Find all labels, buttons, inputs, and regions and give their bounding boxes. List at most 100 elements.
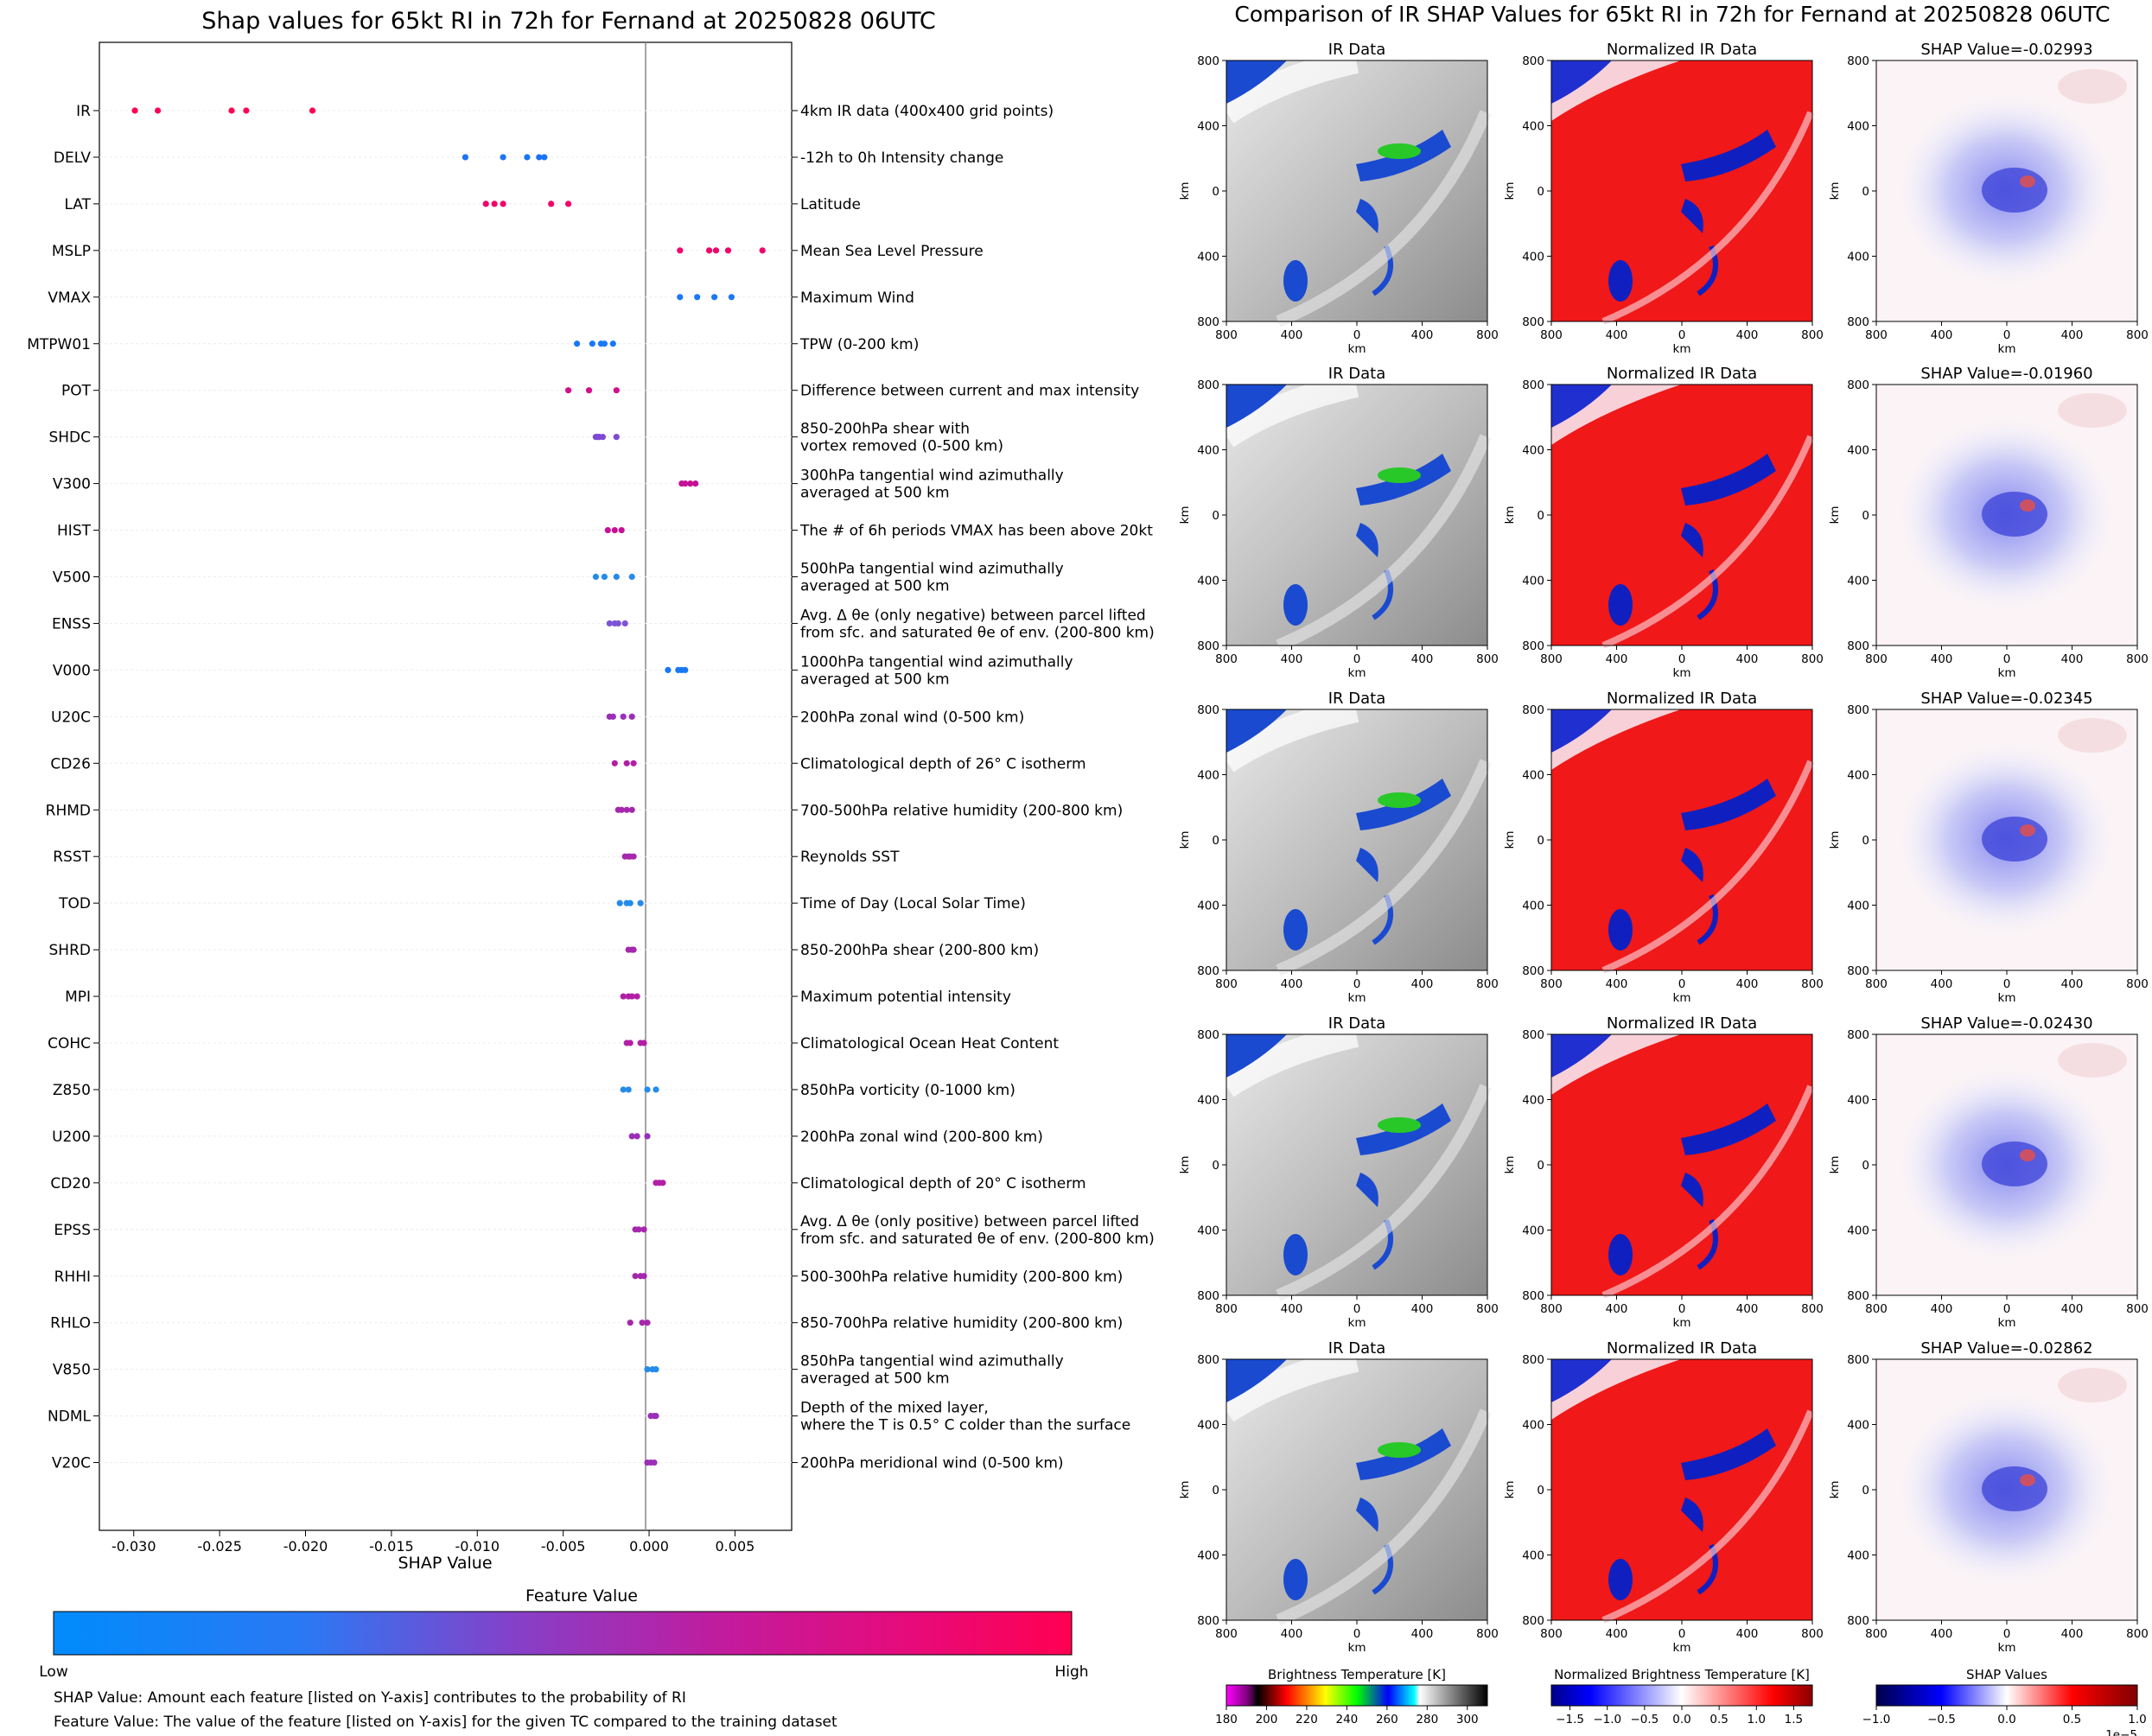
feature-colorbar xyxy=(53,1611,1073,1656)
cloud-band xyxy=(1276,759,1492,976)
panel-y-axis-label: km xyxy=(1828,506,1842,525)
panel-x-tick-label: 400 xyxy=(1931,1302,1953,1316)
feature-description-label: -12h to 0h Intensity change xyxy=(800,149,1003,167)
panel-x-axis-label: km xyxy=(1998,991,2016,1005)
cloud-band xyxy=(1276,1084,1492,1301)
panel-y-tick-label: 400 xyxy=(1847,900,1869,913)
panel-y-tick-label: 400 xyxy=(1847,120,1869,134)
feature-description-label: Maximum potential intensity xyxy=(800,989,1011,1006)
panel-y-tick-label: 800 xyxy=(1197,315,1219,329)
shap-point xyxy=(491,200,498,207)
panel-y-tick-label: 800 xyxy=(1522,1289,1544,1303)
panel-x-tick-label: 400 xyxy=(1411,977,1434,991)
brightness-temperature-colorbar: Brightness Temperature [K] 180 200 220 240 26… xyxy=(1215,1667,1488,1726)
panel-y-tick-label: 800 xyxy=(1197,703,1219,717)
cold-region xyxy=(1551,60,1612,104)
panel-y-tick-label: 800 xyxy=(1847,703,1869,717)
panel-y-axis-label: km xyxy=(1828,182,1842,200)
panel-x-tick-label: 0 xyxy=(2003,1627,2011,1641)
panel-y-tick-label: 800 xyxy=(1522,378,1544,392)
coldest-cloud-top xyxy=(1378,1117,1421,1133)
panel-x-tick-label: 0 xyxy=(1353,1627,1361,1641)
warm-band xyxy=(1601,760,1814,974)
colorbar-gradient xyxy=(1875,1684,2138,1707)
panel-y-tick-label: 800 xyxy=(1522,54,1544,68)
shap-point xyxy=(728,294,735,301)
panel-x-tick-label: 800 xyxy=(1865,1627,1888,1641)
panel-x-tick-label: 800 xyxy=(1215,328,1238,342)
panel-y-tick-label: 800 xyxy=(1847,378,1869,392)
panel-x-tick-label: 800 xyxy=(1801,977,1824,991)
panel-x-axis-label: km xyxy=(1998,666,2016,680)
panel-y-tick-label: 800 xyxy=(1197,1614,1219,1628)
panel-y-tick-label: 0 xyxy=(1862,509,1869,523)
panel-x-tick-label: 400 xyxy=(1736,1627,1759,1641)
panel-x-tick-label: 800 xyxy=(2126,652,2149,666)
feature-name-label: EPSS xyxy=(54,1222,91,1239)
negative-shap-core xyxy=(1982,168,2047,213)
cold-region xyxy=(1681,1498,1703,1532)
shap-point xyxy=(462,154,469,161)
panel-y-tick-label: 800 xyxy=(1522,1028,1544,1042)
feature-description-label: TPW (0-200 km) xyxy=(799,336,919,353)
panel-x-tick-label: 0 xyxy=(1678,652,1686,666)
panel-y-tick-label: 800 xyxy=(1522,639,1544,653)
feature-description-label: 500-300hPa relative humidity (200-800 km… xyxy=(800,1269,1123,1286)
panel-x-tick-label: 400 xyxy=(1281,1302,1303,1316)
cold-region xyxy=(1608,584,1633,626)
shap-point xyxy=(309,107,316,114)
x-axis-label: SHAP Value xyxy=(398,1554,492,1573)
feature-description-label: The # of 6h periods VMAX has been above … xyxy=(799,523,1153,540)
panel-frame xyxy=(1226,1358,1488,1621)
feature-name-label: MPI xyxy=(65,989,91,1006)
coldest-cloud-top xyxy=(1378,1442,1421,1458)
panel-y-tick-label: 800 xyxy=(1522,1353,1544,1367)
panel-x-tick-label: 400 xyxy=(1931,1627,1953,1641)
shap-point xyxy=(620,713,627,720)
panel-y-tick-label: 800 xyxy=(1522,703,1544,717)
panel-y-tick-label: 400 xyxy=(1522,1549,1544,1563)
panel-y-tick-label: 0 xyxy=(1537,1159,1544,1173)
x-tick-label: -0.030 xyxy=(111,1538,156,1555)
panel-y-tick-label: 0 xyxy=(1862,1484,1869,1498)
colorbar-tick-label: −1.0 xyxy=(1593,1713,1621,1726)
panel-y-tick-label: 400 xyxy=(1197,769,1219,783)
ir-panel-title: IR Data xyxy=(1328,1014,1386,1033)
panel-y-tick-label: 400 xyxy=(1522,769,1544,783)
panel-x-axis-label: km xyxy=(1673,991,1691,1005)
feature-description-label: Mean Sea Level Pressure xyxy=(800,243,984,260)
feature-name-label: CD20 xyxy=(50,1175,91,1192)
feature-description-label: Time of Day (Local Solar Time) xyxy=(799,895,1026,913)
shap-point xyxy=(627,1040,634,1046)
feature-name-label: POT xyxy=(61,383,92,400)
panel-y-tick-label: 400 xyxy=(1522,120,1544,134)
shap-point xyxy=(628,993,635,1000)
panel-x-axis-label: km xyxy=(1673,342,1691,356)
panel-y-tick-label: 800 xyxy=(1847,1614,1869,1628)
negative-shap-core xyxy=(1982,492,2047,537)
panel-x-tick-label: 800 xyxy=(1865,977,1888,991)
shap-point xyxy=(574,340,581,347)
feature-name-label: V850 xyxy=(53,1362,91,1379)
shap-panel-title: SHAP Value=-0.02430 xyxy=(1920,1014,2092,1033)
colorbar-tick-label: 0.0 xyxy=(1672,1713,1690,1726)
panel-y-tick-label: 400 xyxy=(1847,1094,1869,1108)
feature-description-label: 850-200hPa shear (200-800 km) xyxy=(800,942,1039,959)
x-tick-label: 0.005 xyxy=(716,1538,755,1555)
coldest-cloud-top xyxy=(1378,792,1421,808)
panel-y-tick-label: 0 xyxy=(1862,834,1869,848)
shap-point xyxy=(637,900,644,906)
cold-region xyxy=(1681,454,1776,506)
panel-y-tick-label: 800 xyxy=(1522,1614,1544,1628)
colorbar-title: SHAP Values xyxy=(1966,1667,2047,1682)
shap-point xyxy=(228,107,235,114)
panel-x-tick-label: 400 xyxy=(1281,328,1303,342)
feature-description-label: 300hPa tangential wind azimuthally xyxy=(800,467,1064,485)
colorbar-tick-label: 200 xyxy=(1256,1713,1278,1726)
panel-x-axis-label: km xyxy=(1348,1316,1366,1330)
